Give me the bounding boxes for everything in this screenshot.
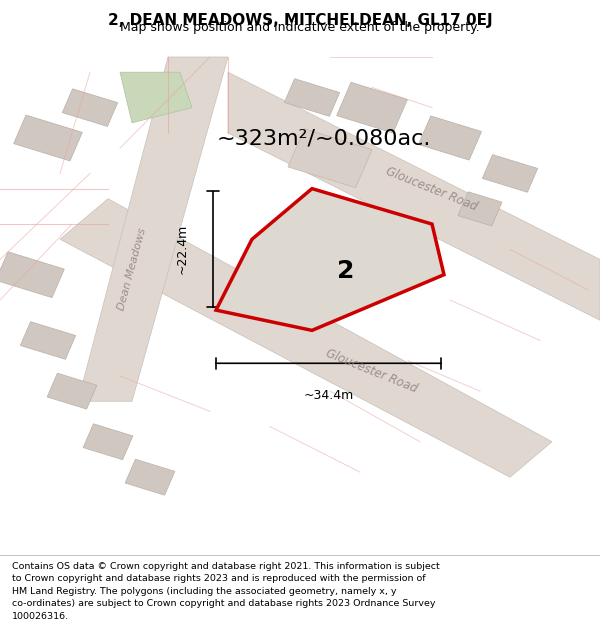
Polygon shape [337, 82, 407, 133]
Polygon shape [458, 192, 502, 226]
Polygon shape [228, 72, 600, 320]
Text: Map shows position and indicative extent of the property.: Map shows position and indicative extent… [120, 21, 480, 34]
Polygon shape [482, 154, 538, 192]
Text: Dean Meadows: Dean Meadows [116, 228, 148, 312]
Text: ~34.4m: ~34.4m [304, 389, 353, 402]
Text: ~22.4m: ~22.4m [176, 224, 189, 274]
Polygon shape [120, 72, 192, 122]
Polygon shape [62, 89, 118, 126]
Text: co-ordinates) are subject to Crown copyright and database rights 2023 Ordnance S: co-ordinates) are subject to Crown copyr… [12, 599, 436, 609]
Polygon shape [60, 199, 552, 478]
Text: ~323m²/~0.080ac.: ~323m²/~0.080ac. [217, 128, 431, 148]
Text: Contains OS data © Crown copyright and database right 2021. This information is : Contains OS data © Crown copyright and d… [12, 562, 440, 571]
Polygon shape [20, 322, 76, 359]
Polygon shape [78, 57, 228, 401]
Polygon shape [216, 189, 444, 331]
Text: HM Land Registry. The polygons (including the associated geometry, namely x, y: HM Land Registry. The polygons (includin… [12, 587, 397, 596]
Polygon shape [288, 129, 372, 188]
Text: Gloucester Road: Gloucester Road [325, 347, 419, 395]
Polygon shape [284, 79, 340, 116]
Polygon shape [125, 459, 175, 495]
Text: 2: 2 [337, 259, 355, 283]
Polygon shape [83, 424, 133, 460]
Polygon shape [14, 115, 82, 161]
Polygon shape [0, 252, 64, 298]
Text: Gloucester Road: Gloucester Road [385, 164, 479, 213]
Polygon shape [47, 373, 97, 409]
Polygon shape [418, 116, 482, 160]
Text: 100026316.: 100026316. [12, 612, 69, 621]
Text: 2, DEAN MEADOWS, MITCHELDEAN, GL17 0EJ: 2, DEAN MEADOWS, MITCHELDEAN, GL17 0EJ [107, 13, 493, 28]
Text: to Crown copyright and database rights 2023 and is reproduced with the permissio: to Crown copyright and database rights 2… [12, 574, 425, 583]
